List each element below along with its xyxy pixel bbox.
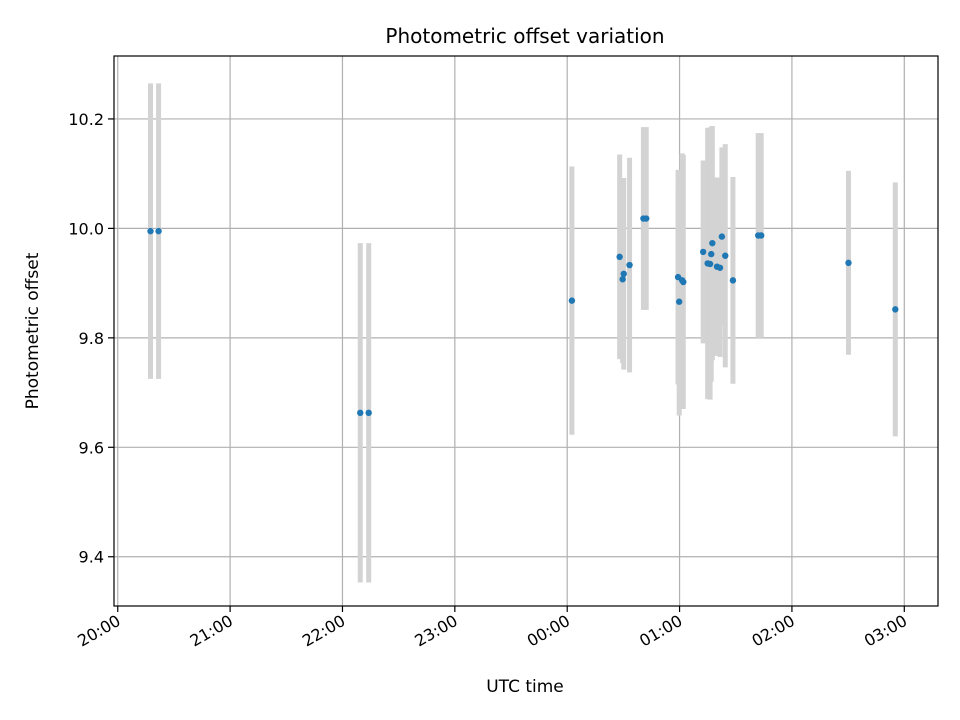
data-point <box>716 264 724 271</box>
y-tick-label: 9.4 <box>79 548 104 567</box>
data-point <box>643 215 650 222</box>
x-axis-label: UTC time <box>486 677 564 697</box>
data-point <box>568 297 576 304</box>
y-tick-label: 9.8 <box>79 329 104 348</box>
data-point <box>147 227 154 235</box>
data-point <box>357 409 364 417</box>
y-tick-label: 9.6 <box>79 438 104 457</box>
data-point <box>626 261 633 269</box>
data-point <box>722 252 729 259</box>
data-point <box>706 260 714 268</box>
data-point <box>708 250 715 258</box>
data-point <box>620 270 627 278</box>
data-point <box>892 306 899 313</box>
data-point <box>616 253 623 261</box>
data-point <box>709 239 716 247</box>
data-point <box>619 276 626 283</box>
data-point <box>155 227 162 235</box>
y-axis-label: Photometric offset <box>23 252 43 409</box>
data-point <box>758 232 765 239</box>
data-point <box>699 248 707 256</box>
y-tick-label: 10.0 <box>68 219 104 238</box>
chart-title: Photometric offset variation <box>385 24 664 48</box>
data-points <box>147 215 899 417</box>
data-point <box>845 259 852 267</box>
data-point <box>675 298 683 305</box>
y-axis-ticks: 9.4 9.6 9.8 10.0 10.2 <box>68 110 114 567</box>
data-point <box>729 277 737 284</box>
plot-frame <box>113 55 939 607</box>
data-point <box>680 278 687 286</box>
data-point <box>365 409 372 417</box>
y-tick-label: 10.2 <box>68 110 104 129</box>
data-point <box>718 233 726 240</box>
